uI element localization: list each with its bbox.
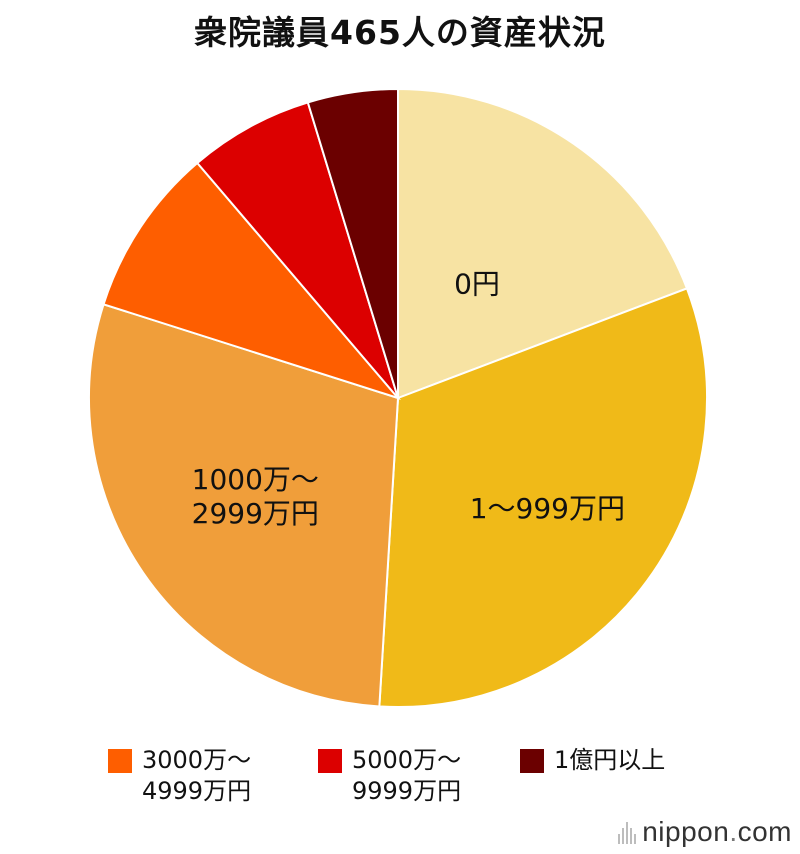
legend-item-over-100m: 1億円以上: [520, 745, 665, 776]
logo-text-suffix: com: [737, 816, 792, 847]
chart-title: 衆院議員465人の資産状況: [194, 13, 606, 52]
pie-slice: [378, 287, 708, 708]
nippon-logo: nippon. com: [618, 816, 792, 848]
legend-item-3000-4999: 3000万〜 4999万円: [108, 745, 251, 807]
legend-swatch: [520, 749, 544, 773]
legend-swatch: [108, 749, 132, 773]
pie-slice: [195, 101, 399, 399]
legend-label: 3000万〜 4999万円: [142, 746, 252, 805]
slice-label: 0円: [454, 268, 500, 301]
logo-text-main: nippon: [642, 816, 730, 847]
legend-item-5000-9999: 5000万〜 9999万円: [318, 745, 461, 807]
pie-slice: [88, 303, 400, 708]
logo-text-dot: .: [729, 816, 738, 847]
logo-bars-icon: [618, 820, 637, 844]
legend-swatch: [318, 749, 342, 773]
legend: 3000万〜 4999万円 5000万〜 9999万円 1億円以上: [0, 745, 800, 825]
pie-slice: [102, 161, 402, 401]
legend-label: 1億円以上: [554, 746, 666, 774]
pie-slice: [306, 87, 399, 399]
legend-label: 5000万〜 9999万円: [352, 746, 462, 805]
slice-label: 1〜999万円: [470, 492, 625, 525]
pie-slice: [397, 87, 689, 400]
slice-label: 1000万〜 2999万円: [192, 463, 319, 530]
